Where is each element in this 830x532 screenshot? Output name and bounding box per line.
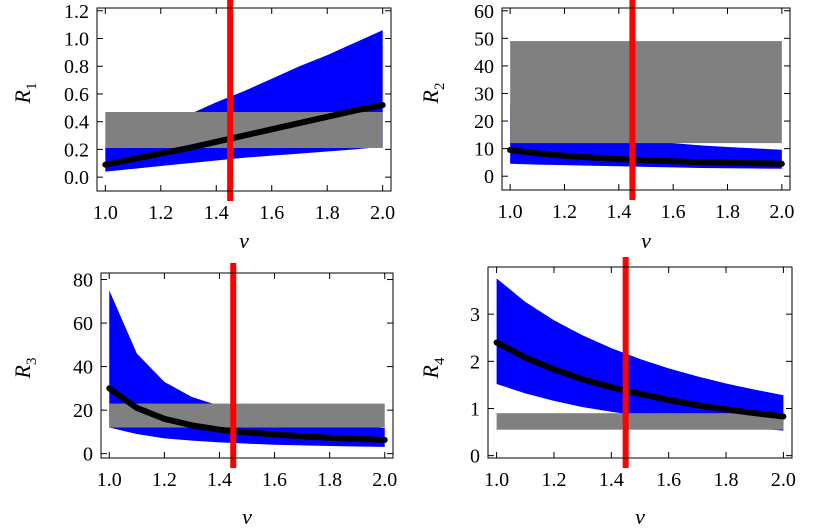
y-tick-label: 50 xyxy=(474,28,494,50)
panel-4: 1.0 1.2 1.4 1.6 1.8 2.0 0 1 2 3 R4 ν xyxy=(418,257,796,529)
x-tick-label: 1.4 xyxy=(204,202,229,224)
x-tick-label: 1.8 xyxy=(315,202,340,224)
y-axis-label: R2 xyxy=(418,83,448,105)
x-tick-label: 1.2 xyxy=(148,202,173,224)
y-tick-label: 40 xyxy=(474,56,494,78)
experimental-range xyxy=(105,111,383,149)
y-tick-label: 3 xyxy=(470,304,480,326)
y-tick-label: 60 xyxy=(474,1,494,23)
y-tick-label: 20 xyxy=(73,400,93,422)
x-tick-label: 1.2 xyxy=(552,201,577,223)
panel-2: 1.0 1.2 1.4 1.6 1.8 2.0 0 10 20 30 40 50 60 R2 ν xyxy=(418,0,794,253)
y-tick-label: 0 xyxy=(83,444,93,466)
y-tick-label: 0.0 xyxy=(64,167,89,189)
central-curve xyxy=(102,102,386,168)
y-axis-label: R3 xyxy=(10,358,40,380)
x-tick-label: 2.0 xyxy=(771,469,796,491)
x-tick-label: 1.0 xyxy=(97,469,122,491)
panel-3: 1.0 1.2 1.4 1.6 1.8 2.0 0 20 40 60 80 R3 ν xyxy=(10,263,397,529)
y-tick-label: 80 xyxy=(73,270,93,292)
uncertainty-band xyxy=(496,278,784,431)
y-tick-label: 0 xyxy=(484,166,494,188)
y-tick-label: 0.4 xyxy=(64,112,89,134)
x-tick-label: 1.6 xyxy=(661,201,686,223)
plot-frame xyxy=(100,272,394,459)
y-tick-label: 60 xyxy=(73,313,93,335)
panel-1: 1.0 1.2 1.4 1.6 1.8 2.0 0.0 0.2 0.4 0.6 0.8 1.0 1.2 R… xyxy=(10,0,395,253)
y-tick-label: 1 xyxy=(470,398,480,420)
central-curve xyxy=(106,385,388,443)
x-tick-label: 1.4 xyxy=(606,201,631,223)
x-tick-label: 1.8 xyxy=(715,201,740,223)
y-tick-label: 0.8 xyxy=(64,56,89,78)
experimental-range xyxy=(496,413,784,430)
y-tick-label: 40 xyxy=(73,357,93,379)
x-tick-label: 1.0 xyxy=(484,469,509,491)
y-tick-label: 2 xyxy=(470,351,480,373)
x-tick-label: 1.0 xyxy=(498,201,523,223)
y-axis-label: R1 xyxy=(10,83,40,105)
plot-frame xyxy=(487,266,793,459)
x-tick-label: 2.0 xyxy=(769,201,794,223)
x-tick-label: 1.0 xyxy=(93,202,118,224)
x-tick-label: 1.2 xyxy=(152,469,177,491)
experimental-range xyxy=(510,41,782,144)
x-tick-label: 1.6 xyxy=(262,469,287,491)
x-axis-label: ν xyxy=(239,228,249,253)
x-axis-label: ν xyxy=(641,228,651,253)
y-tick-label: 30 xyxy=(474,83,494,105)
y-tick-label: 10 xyxy=(474,139,494,161)
uncertainty-band xyxy=(510,104,782,169)
central-curve xyxy=(493,339,787,420)
y-tick-label: 0.2 xyxy=(64,139,89,161)
central-curve xyxy=(507,147,785,167)
x-tick-label: 2.0 xyxy=(370,202,395,224)
plot-frame xyxy=(501,7,791,191)
x-tick-label: 1.4 xyxy=(207,469,232,491)
y-tick-label: 1.0 xyxy=(64,29,89,51)
y-tick-label: 1.2 xyxy=(64,1,89,23)
y-tick-label: 0 xyxy=(470,446,480,468)
plot-frame xyxy=(96,7,392,192)
x-tick-label: 1.8 xyxy=(317,469,342,491)
x-tick-label: 1.4 xyxy=(599,469,624,491)
x-axis-label: ν xyxy=(635,504,645,529)
x-tick-label: 1.6 xyxy=(259,202,284,224)
x-axis-label: ν xyxy=(242,504,252,529)
y-tick-label: 20 xyxy=(474,111,494,133)
x-tick-label: 1.2 xyxy=(541,469,566,491)
x-tick-label: 2.0 xyxy=(372,469,397,491)
uncertainty-band xyxy=(105,30,383,172)
x-tick-label: 1.6 xyxy=(656,469,681,491)
x-tick-label: 1.8 xyxy=(714,469,739,491)
y-axis-label: R4 xyxy=(418,357,448,379)
y-tick-label: 0.6 xyxy=(64,84,89,106)
